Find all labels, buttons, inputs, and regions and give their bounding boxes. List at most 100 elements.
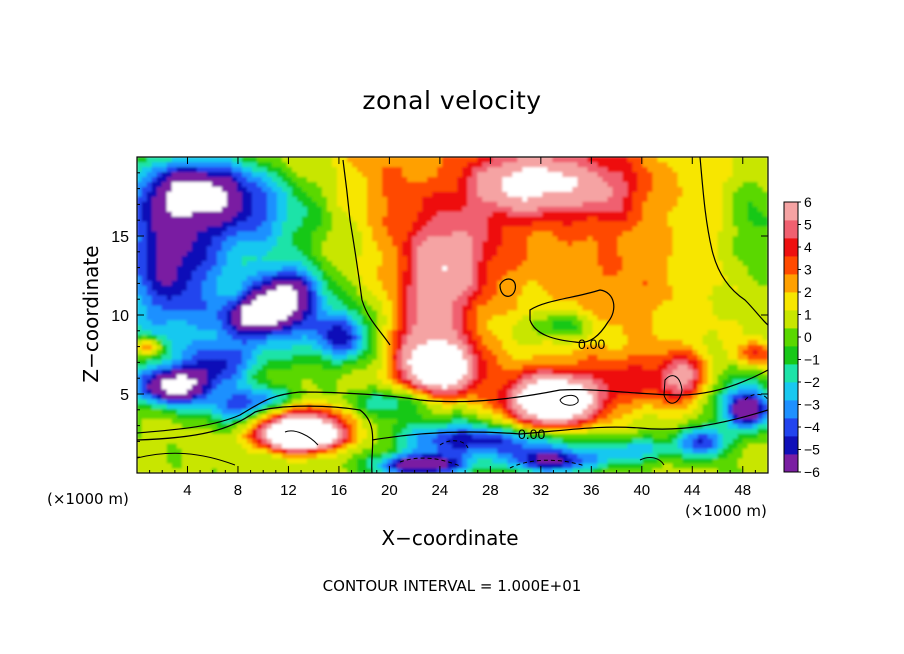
field-cell: [467, 275, 473, 281]
field-cell: [427, 181, 433, 187]
field-cell: [191, 186, 198, 192]
field-cell: [216, 235, 223, 242]
field-cell: [452, 225, 458, 232]
field-cell: [447, 383, 453, 390]
field-cell: [201, 413, 208, 419]
field-cell: [412, 378, 418, 385]
field-cell: [141, 378, 148, 385]
field-cell: [171, 299, 178, 306]
field-cell: [477, 285, 483, 291]
field-cell: [156, 191, 163, 197]
field-cell: [156, 329, 163, 336]
field-cell: [372, 364, 378, 370]
field-cell: [407, 240, 413, 247]
field-cell: [442, 452, 448, 459]
field-cell: [311, 211, 318, 217]
field-cell: [412, 309, 418, 316]
field-cell: [382, 211, 388, 217]
field-cell: [482, 319, 488, 326]
field-cell: [327, 157, 333, 163]
field-cell: [271, 280, 278, 286]
field-cell: [201, 275, 208, 281]
field-cell: [442, 378, 448, 385]
field-cell: [291, 280, 298, 286]
field-cell: [397, 215, 403, 222]
field-cell: [196, 270, 203, 276]
field-cell: [347, 378, 353, 385]
field-cell: [402, 161, 408, 168]
field-cell: [392, 413, 398, 419]
field-cell: [316, 235, 323, 242]
field-cell: [137, 403, 143, 410]
field-cell: [296, 462, 303, 469]
field-cell: [321, 270, 328, 276]
field-cell: [387, 299, 393, 306]
field-cell: [467, 240, 473, 247]
field-cell: [151, 191, 158, 197]
field-cell: [412, 354, 418, 360]
field-cell: [141, 339, 148, 345]
field-cell: [181, 255, 188, 261]
field-cell: [291, 211, 298, 217]
field-cell: [477, 403, 483, 410]
field-cell: [437, 220, 443, 227]
field-cell: [246, 398, 253, 405]
field-cell: [271, 290, 278, 296]
field-cell: [372, 393, 378, 400]
field-cell: [206, 211, 213, 217]
field-cell: [226, 329, 233, 336]
field-cell: [417, 191, 423, 197]
field-cell: [226, 166, 233, 173]
field-cell: [137, 260, 143, 266]
field-cell: [286, 319, 293, 326]
field-cell: [477, 344, 483, 350]
field-cell: [316, 467, 323, 473]
field-cell: [372, 250, 378, 257]
field-cell: [467, 403, 473, 410]
field-cell: [442, 294, 448, 301]
field-cell: [231, 448, 238, 454]
field-cell: [246, 349, 253, 355]
field-cell: [216, 423, 223, 429]
field-cell: [166, 260, 173, 266]
field-cell: [156, 171, 163, 178]
field-cell: [432, 457, 438, 464]
field-cell: [266, 344, 273, 350]
field-cell: [246, 270, 253, 276]
field-cell: [226, 448, 233, 454]
field-cell: [482, 181, 488, 187]
field-cell: [427, 230, 433, 237]
field-cell: [316, 349, 323, 355]
field-cell: [176, 260, 183, 266]
field-cell: [201, 186, 208, 192]
field-cell: [196, 176, 203, 182]
field-cell: [321, 428, 328, 434]
field-cell: [211, 157, 218, 163]
field-cell: [241, 339, 248, 345]
field-cell: [437, 270, 443, 276]
field-cell: [241, 235, 248, 242]
field-cell: [141, 443, 148, 449]
field-cell: [362, 467, 368, 473]
field-cell: [377, 290, 383, 296]
field-cell: [402, 250, 408, 257]
field-cell: [216, 433, 223, 439]
field-cell: [402, 344, 408, 350]
field-cell: [442, 166, 448, 173]
field-cell: [517, 359, 523, 365]
field-cell: [447, 349, 453, 355]
field-cell: [231, 270, 238, 276]
field-cell: [161, 206, 168, 212]
field-cell: [206, 364, 213, 370]
field-cell: [512, 265, 518, 271]
field-cell: [301, 265, 308, 271]
field-cell: [357, 438, 363, 444]
field-cell: [487, 408, 493, 415]
field-cell: [507, 304, 513, 311]
field-cell: [342, 467, 348, 473]
field-cell: [181, 245, 188, 252]
field-cell: [497, 388, 503, 395]
field-cell: [362, 364, 368, 370]
field-cell: [327, 299, 333, 306]
field-cell: [432, 373, 438, 380]
